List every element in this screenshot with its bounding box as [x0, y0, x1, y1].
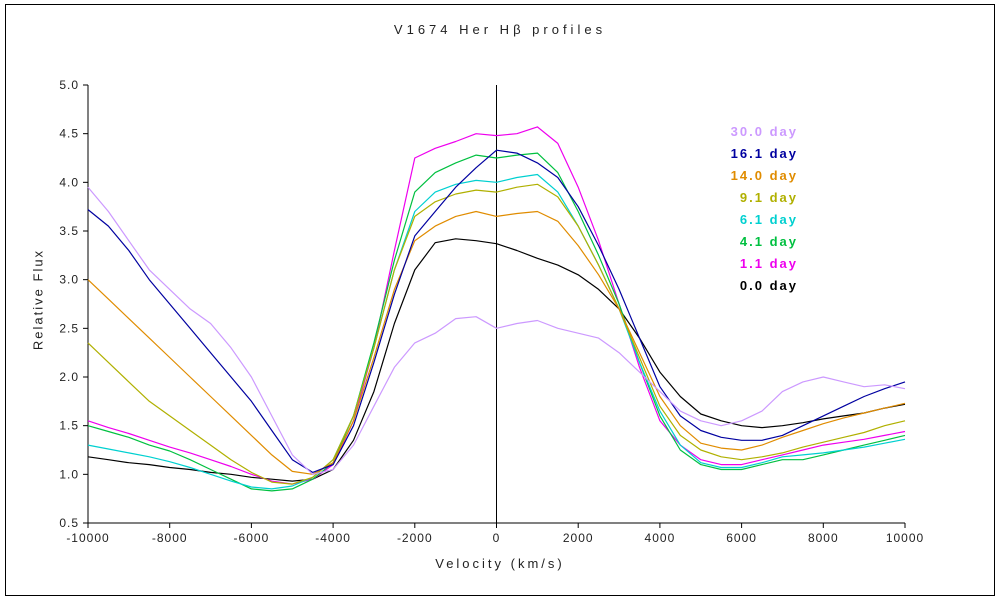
legend-item: 4.1 day	[740, 234, 798, 249]
series-line	[87, 210, 906, 475]
y-tick-label: 5.0	[59, 78, 79, 92]
y-tick-label: 0.5	[59, 516, 79, 530]
y-tick-label: 3.5	[59, 224, 79, 238]
x-axis-label: Velocity (km/s)	[435, 556, 565, 571]
x-tick-label: -8000	[152, 531, 188, 545]
series-line	[87, 152, 906, 492]
y-tick-label: 4.5	[59, 127, 79, 141]
legend-item: 9.1 day	[740, 190, 798, 205]
y-tick-label: 2.0	[59, 370, 79, 384]
x-tick-label: 2000	[563, 531, 594, 545]
chart-title: V1674 Her Hβ profiles	[393, 22, 607, 37]
x-tick-label: -4000	[315, 531, 351, 545]
x-tick-label: 4000	[645, 531, 676, 545]
legend-item: 14.0 day	[731, 168, 798, 183]
legend-item: 0.0 day	[740, 278, 798, 293]
series-line	[87, 173, 906, 490]
y-tick-label: 3.0	[59, 273, 79, 287]
legend-item: 1.1 day	[740, 256, 798, 271]
x-tick-label: 8000	[808, 531, 839, 545]
legend-item: 6.1 day	[740, 212, 798, 227]
y-tick-label: 2.5	[59, 321, 79, 335]
x-tick-label: -6000	[234, 531, 270, 545]
x-tick-label: 0	[493, 531, 501, 545]
y-tick-label: 4.0	[59, 175, 79, 189]
series-line	[87, 126, 906, 485]
y-tick-label: 1.0	[59, 467, 79, 481]
series-line	[87, 149, 906, 473]
series-line	[87, 183, 906, 485]
legend-item: 16.1 day	[731, 146, 798, 161]
series-line	[87, 238, 906, 482]
x-tick-label: -10000	[66, 531, 109, 545]
x-tick-label: 10000	[886, 531, 924, 545]
x-tick-label: 6000	[726, 531, 757, 545]
y-tick-label: 1.5	[59, 419, 79, 433]
series-line	[87, 186, 906, 475]
legend-item: 30.0 day	[731, 124, 798, 139]
x-tick-label: -2000	[397, 531, 433, 545]
